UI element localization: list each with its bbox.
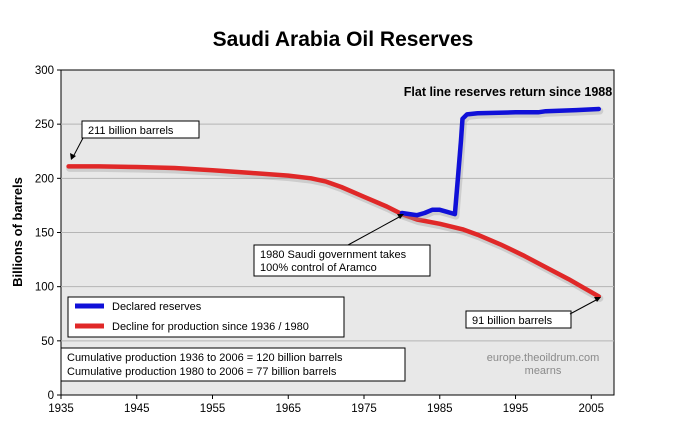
annotation-1980-line1: 1980 Saudi government takes	[260, 249, 407, 261]
y-tick-label: 50	[41, 336, 54, 348]
credit-line-1: europe.theoildrum.com	[487, 352, 600, 364]
y-tick-label: 150	[35, 228, 54, 240]
y-tick-label: 300	[35, 65, 54, 77]
chart-title: Saudi Arabia Oil Reserves	[213, 28, 474, 51]
series-group	[66, 106, 604, 302]
y-axis-ticks: 0 50 100 150 200 250 300	[35, 65, 61, 402]
y-tick-label: 0	[48, 390, 54, 402]
annotation-211-box	[81, 120, 200, 139]
y-axis-label: Billions of barrels	[10, 177, 25, 287]
annotation-91-box	[465, 310, 572, 329]
x-tick-label: 1945	[124, 403, 150, 415]
declared-reserves-line	[399, 106, 602, 218]
annotation-211-arrowhead	[70, 153, 76, 160]
legend: Declared reserves Decline for production…	[67, 296, 345, 338]
annotation-1980-box	[253, 244, 431, 277]
annotation-flat-line: Flat line reserves return since 1988	[404, 85, 612, 99]
x-tick-label: 2005	[578, 403, 604, 415]
x-tick-label: 1985	[427, 403, 453, 415]
legend-label-declared: Declared reserves	[112, 301, 202, 313]
legend-label-decline: Decline for production since 1936 / 1980	[112, 321, 309, 333]
annotation-211-arrow	[72, 137, 84, 158]
credit-line-2: mearns	[525, 365, 562, 377]
y-tick-label: 250	[35, 119, 54, 131]
annotation-91-arrow	[569, 298, 599, 315]
annotation-91: 91 billion barrels	[472, 315, 553, 327]
annotation-1980-line2: 100% control of Aramco	[260, 262, 377, 274]
annotation-91-arrowhead	[594, 297, 601, 302]
note-box	[60, 347, 406, 382]
production-decline-line	[66, 164, 602, 299]
legend-box	[67, 296, 345, 338]
note-line-2: Cumulative production 1980 to 2006 = 77 …	[67, 366, 337, 378]
x-tick-label: 1965	[275, 403, 301, 415]
x-tick-label: 1935	[48, 403, 74, 415]
y-tick-label: 200	[35, 173, 54, 185]
note-line-1: Cumulative production 1936 to 2006 = 120…	[67, 352, 343, 364]
x-tick-label: 1955	[200, 403, 226, 415]
annotation-1980-arrowhead	[397, 214, 404, 219]
y-tick-label: 100	[35, 282, 54, 294]
annotation-211: 211 billion barrels	[88, 125, 174, 137]
annotation-1980-arrow	[347, 215, 402, 246]
x-tick-label: 1975	[351, 403, 377, 415]
x-tick-label: 1995	[503, 403, 529, 415]
x-axis-ticks: 1935 1945 1955 1965 1975 1985 1995 2005	[48, 395, 604, 415]
